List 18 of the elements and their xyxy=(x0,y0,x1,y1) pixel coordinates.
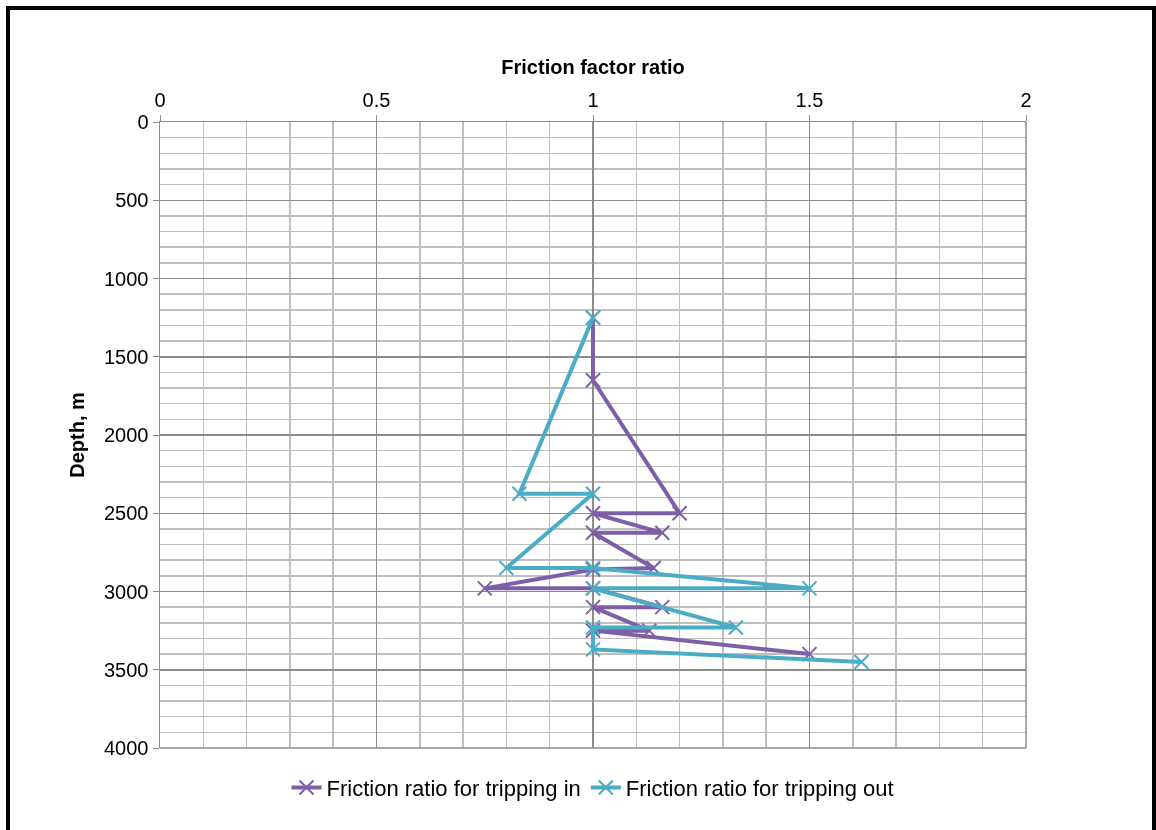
y-tick-label: 0 xyxy=(137,111,149,133)
x-axis-title: Friction factor ratio xyxy=(501,56,685,79)
y-tick-label: 1000 xyxy=(104,267,149,290)
x-tick-label: 1 xyxy=(587,88,599,111)
y-tick-label: 4000 xyxy=(104,737,149,759)
x-tick-label: 0.5 xyxy=(362,88,391,111)
legend-label: Friction ratio for tripping in xyxy=(326,776,581,802)
y-tick-label: 2500 xyxy=(104,502,149,525)
y-tick-label: 3500 xyxy=(104,658,149,681)
y-tick-label: 1500 xyxy=(104,345,149,368)
y-tick-label: 3000 xyxy=(104,580,149,603)
x-tick-label: 0 xyxy=(154,88,166,111)
x-tick-label: 2 xyxy=(1020,88,1032,111)
y-axis-title: Depth, m xyxy=(65,392,88,478)
y-tick-label: 2000 xyxy=(104,424,149,446)
x-tick-label: 1.5 xyxy=(795,88,824,111)
legend-label: Friction ratio for tripping out xyxy=(625,776,894,802)
y-tick-label: 500 xyxy=(115,189,149,212)
